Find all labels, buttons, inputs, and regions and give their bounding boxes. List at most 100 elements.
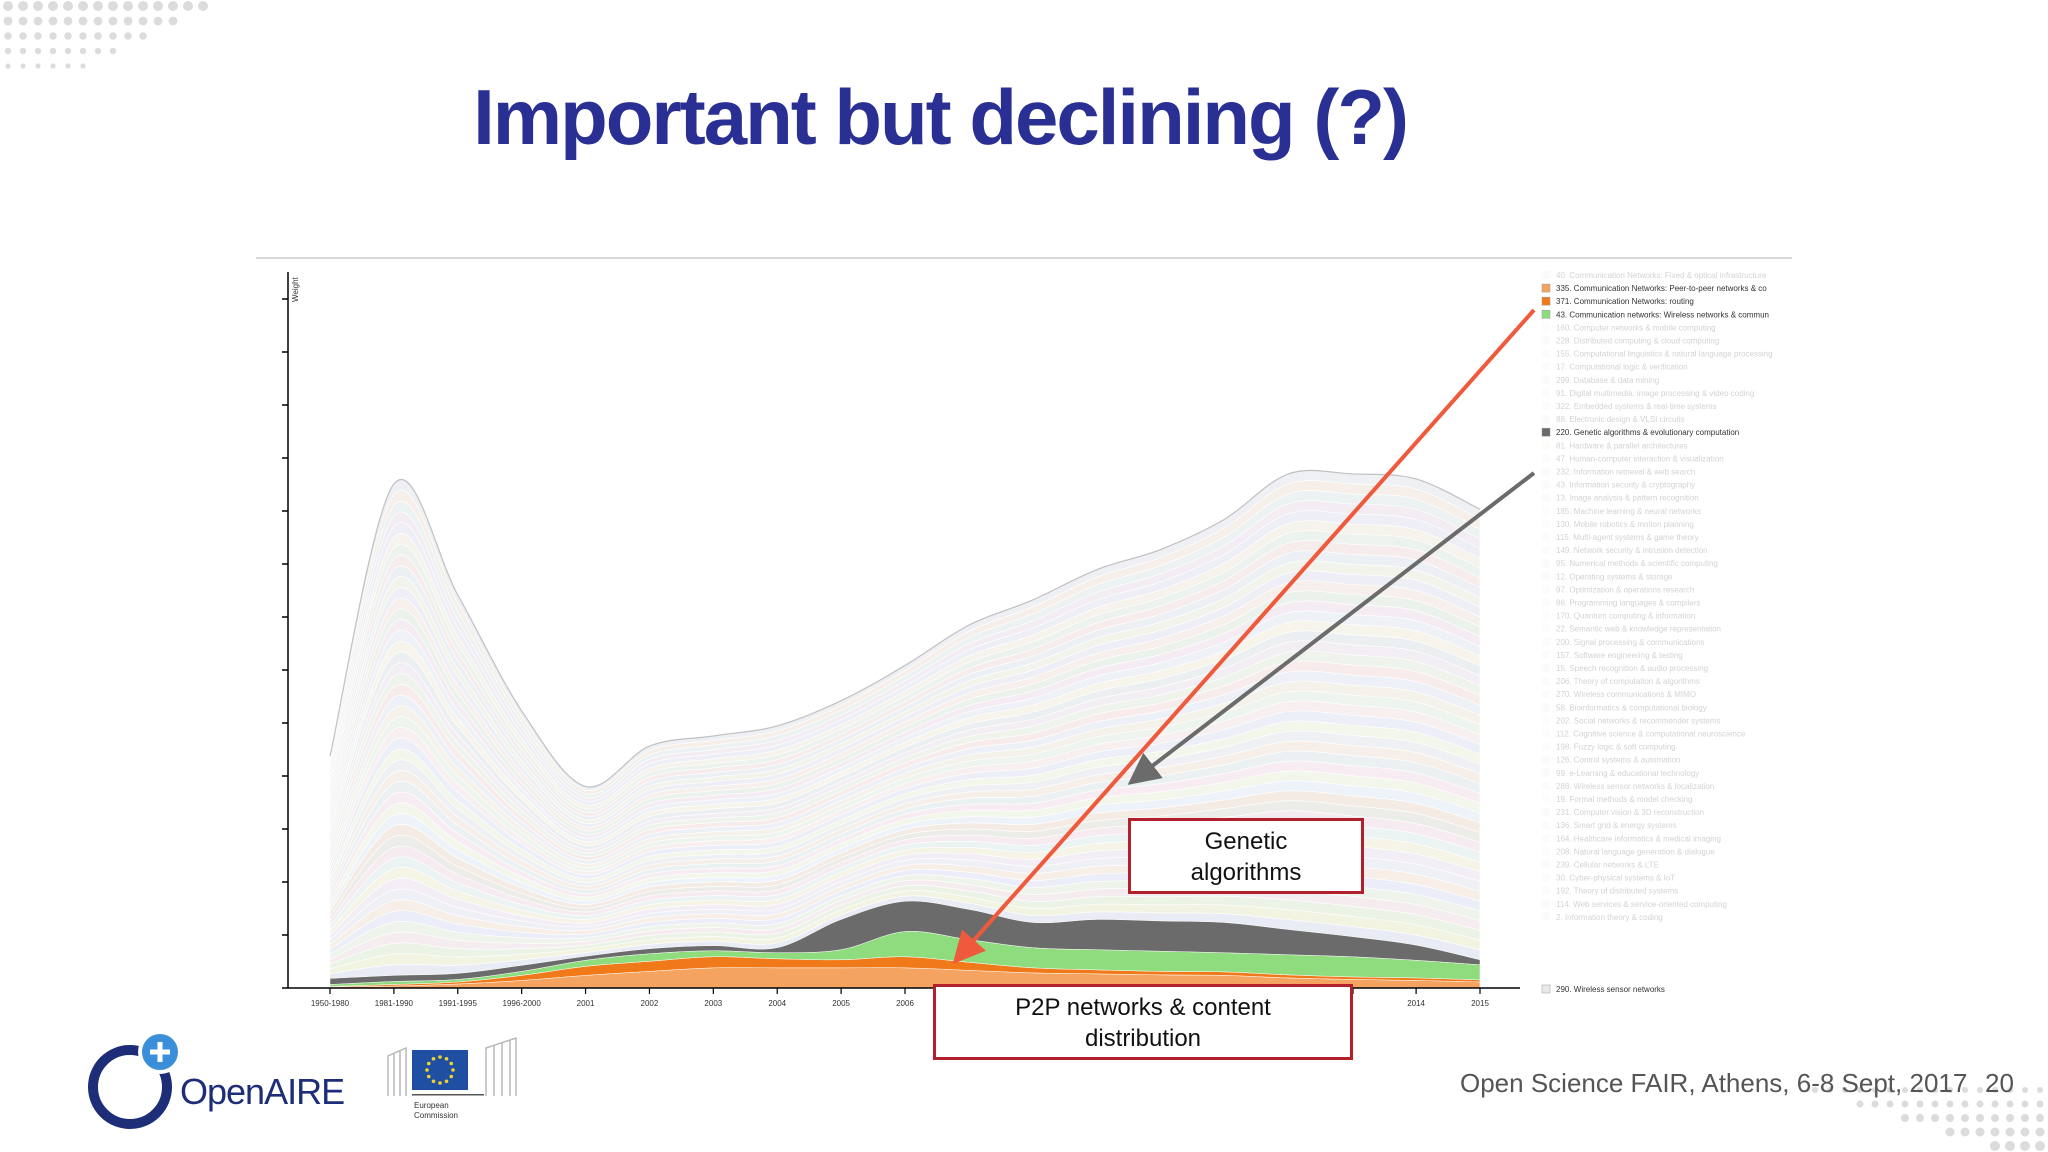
- decorative-dot: [2036, 1114, 2044, 1122]
- legend-item[interactable]: 239. Cellular networks & LTE: [1542, 860, 1659, 870]
- legend-item[interactable]: 19. Formal methods & model checking: [1542, 795, 1693, 804]
- legend-item[interactable]: 170. Quantum computing & information: [1542, 611, 1695, 621]
- legend-item[interactable]: 202. Social networks & recommender syste…: [1542, 716, 1721, 725]
- legend-swatch: [1542, 375, 1550, 384]
- legend-label: 290. Wireless sensor networks: [1556, 985, 1665, 994]
- legend-item[interactable]: 185. Machine learning & neural networks: [1542, 506, 1701, 516]
- streamgraph-chart: Weight 1950-1980 1981-1990 1991-1995 1996-20…: [282, 271, 1773, 1008]
- decorative-dot: [1946, 1100, 1954, 1108]
- legend-item[interactable]: 58. Bioinformatics & computational biolo…: [1542, 703, 1707, 712]
- legend-swatch: [1542, 611, 1550, 620]
- decorative-dot: [2035, 1141, 2045, 1151]
- legend-item[interactable]: 206. Theory of computation & algorithms: [1542, 677, 1700, 686]
- legend-item[interactable]: 13. Image analysis & pattern recognition: [1542, 493, 1699, 503]
- legend-swatch: [1542, 637, 1550, 646]
- legend-item[interactable]: 288. Wireless sensor networks & localiza…: [1542, 781, 1714, 791]
- legend-item[interactable]: 130. Mobile robotics & motion planning: [1542, 519, 1694, 529]
- x-tick-label: 2014: [1407, 999, 1425, 1008]
- decorative-dot: [1916, 1100, 1924, 1108]
- legend-item[interactable]: 136. Smart grid & energy systems: [1542, 821, 1677, 830]
- legend-item[interactable]: 149. Network security & intrusion detect…: [1542, 546, 1708, 555]
- legend-item[interactable]: 81. Hardware & parallel architectures: [1542, 441, 1688, 450]
- decorative-dot: [153, 16, 163, 26]
- decorative-dot: [123, 1, 133, 11]
- legend-item[interactable]: 232. Information retrieval & web search: [1542, 467, 1695, 477]
- legend-swatch: [1542, 821, 1550, 830]
- legend-item[interactable]: 97. Optimization & operations research: [1542, 585, 1694, 594]
- decorative-dot: [1977, 1087, 1983, 1093]
- legend-item[interactable]: 95. Numerical methods & scientific compu…: [1542, 559, 1718, 568]
- legend-item[interactable]: 200. Signal processing & communications: [1542, 637, 1705, 647]
- callout-p2p-line2: distribution: [1084, 1025, 1202, 1052]
- decorative-dot: [78, 16, 88, 26]
- legend-item[interactable]: 198. Fuzzy logic & soft computing: [1542, 742, 1676, 752]
- legend-item[interactable]: 208. Natural language generation & dialo…: [1542, 847, 1715, 856]
- legend-swatch: [1542, 690, 1550, 699]
- decorative-dot: [1812, 1087, 1818, 1093]
- decorative-dot: [94, 47, 102, 55]
- decorative-dot: [1857, 1087, 1863, 1093]
- legend-label: 12. Operating systems & storage: [1556, 572, 1673, 581]
- legend-item[interactable]: 299. Database & data mining: [1542, 375, 1659, 385]
- legend-item[interactable]: 15. Speech recognition & audio processin…: [1542, 664, 1708, 673]
- decorative-dot: [4, 32, 12, 40]
- legend-item[interactable]: 157. Software engineering & testing: [1542, 650, 1683, 660]
- legend-item[interactable]: 40. Communication Networks: Fixed & opti…: [1542, 271, 1767, 280]
- legend-item[interactable]: 2. Information theory & coding: [1542, 912, 1663, 922]
- legend-item[interactable]: 30. Cyber-physical systems & IoT: [1542, 873, 1675, 883]
- legend-item[interactable]: 86. Programming languages & compilers: [1542, 598, 1701, 608]
- legend-item[interactable]: 270. Wireless communications & MIMO: [1542, 690, 1696, 699]
- legend-item[interactable]: 22. Semantic web & knowledge representat…: [1542, 624, 1721, 634]
- legend-label: 86. Programming languages & compilers: [1556, 599, 1701, 608]
- legend-item[interactable]: 43. Communication networks: Wireless net…: [1541, 310, 1769, 319]
- eu-star: [431, 1056, 436, 1061]
- legend-item[interactable]: 155. Computational linguistics & natural…: [1542, 349, 1773, 359]
- stream-outline: [329, 469, 1481, 788]
- decorative-dot: [64, 47, 72, 55]
- legend-item[interactable]: 126. Control systems & automation: [1542, 755, 1681, 765]
- decorative-dot: [138, 16, 148, 26]
- decorative-dot: [168, 1, 178, 11]
- legend-item[interactable]: 91. Digital multimedia: image processing…: [1542, 388, 1754, 398]
- legend-item[interactable]: 115. Multi-agent systems & game theory: [1542, 533, 1699, 542]
- legend-item[interactable]: 99. e-Learning & educational technology: [1542, 768, 1699, 778]
- legend-item[interactable]: 43. Information security & cryptography: [1542, 480, 1695, 490]
- legend-item[interactable]: 47. Human-computer interaction & visuali…: [1542, 454, 1724, 463]
- decorative-dot: [153, 1, 163, 11]
- legend-item[interactable]: 112. Cognitive science & computational n…: [1542, 729, 1746, 739]
- legend-item[interactable]: 335. Communication Networks: Peer-to-pee…: [1541, 283, 1767, 293]
- legend-item[interactable]: 220. Genetic algorithms & evolutionary c…: [1541, 427, 1739, 437]
- legend-item[interactable]: 88. Electronic design & VLSI circuits: [1542, 415, 1685, 424]
- legend-item[interactable]: 160. Computer networks & mobile computin…: [1542, 323, 1716, 332]
- decorative-dot: [2020, 1141, 2030, 1151]
- legend-label: 136. Smart grid & energy systems: [1556, 821, 1677, 830]
- legend-item[interactable]: 164. Healthcare informatics & medical im…: [1542, 834, 1721, 843]
- legend-label: 2. Information theory & coding: [1556, 913, 1663, 922]
- decorative-dot: [49, 32, 57, 40]
- legend-item[interactable]: 192. Theory of distributed systems: [1542, 886, 1678, 896]
- eu-star: [438, 1055, 442, 1059]
- legend-item[interactable]: 322. Embedded systems & real-time system…: [1542, 402, 1717, 411]
- decorative-dot: [1945, 1127, 1955, 1137]
- decorative-dot: [1990, 1141, 2000, 1151]
- legend-item[interactable]: 371. Communication Networks: routing: [1541, 296, 1694, 306]
- legend-item[interactable]: 228. Distributed computing & cloud compu…: [1542, 336, 1719, 346]
- legend-item[interactable]: 290. Wireless sensor networks: [1541, 984, 1665, 994]
- legend-label: 220. Genetic algorithms & evolutionary c…: [1556, 428, 1739, 437]
- legend-item[interactable]: 17. Computational logic & verification: [1542, 362, 1688, 372]
- decorative-dot: [1991, 1100, 1999, 1108]
- legend-item[interactable]: 114. Web services & service-oriented com…: [1542, 899, 1727, 909]
- legend-label: 126. Control systems & automation: [1556, 756, 1681, 765]
- legend-item[interactable]: 12. Operating systems & storage: [1542, 572, 1673, 581]
- legend-swatch: [1542, 860, 1550, 869]
- eu-star: [426, 1061, 431, 1066]
- legend-item[interactable]: 231. Computer vision & 3D reconstruction: [1542, 808, 1704, 817]
- legend-label: 58. Bioinformatics & computational biolo…: [1556, 703, 1707, 712]
- eu-star: [444, 1079, 449, 1084]
- callout-p2p-networks: P2P networks & content distribution: [933, 984, 1353, 1060]
- legend-label: 47. Human-computer interaction & visuali…: [1556, 454, 1724, 463]
- legend-swatch: [1542, 454, 1550, 463]
- legend-label: 43. Information security & cryptography: [1556, 481, 1695, 490]
- ec-line1: European: [414, 1101, 449, 1110]
- decorative-dot: [2035, 1127, 2045, 1137]
